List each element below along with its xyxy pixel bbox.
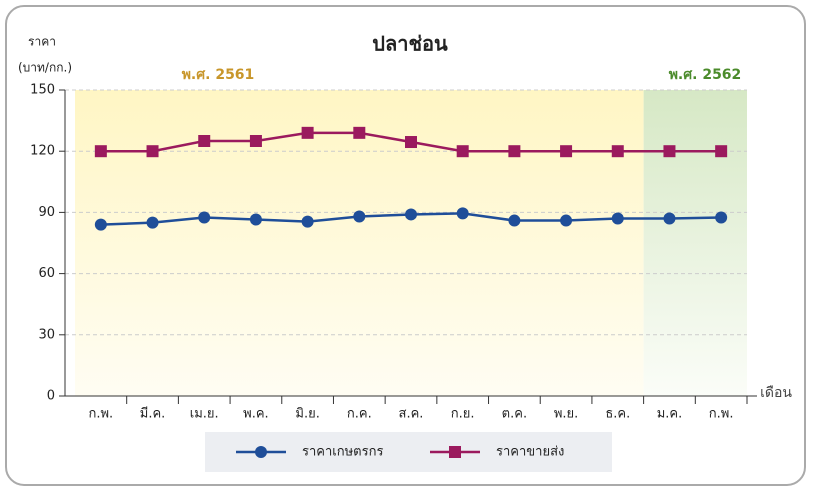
marker: [198, 135, 211, 147]
legend-label: ราคาเกษตรกร: [302, 445, 383, 460]
marker: [146, 145, 159, 158]
marker: [353, 210, 366, 223]
marker: [456, 207, 469, 220]
x-tick-label: ก.พ.: [88, 407, 113, 422]
marker: [198, 211, 211, 224]
marker: [405, 208, 417, 221]
y-tick-label: 0: [47, 389, 55, 404]
marker: [508, 214, 521, 227]
x-tick-label: พ.ย.: [554, 407, 578, 422]
marker: [508, 145, 521, 158]
marker: [456, 145, 469, 158]
marker: [301, 126, 314, 139]
y-axis-label: (บาท/กก.): [18, 61, 72, 75]
marker: [94, 218, 107, 231]
legend-marker: [449, 446, 461, 458]
y-axis-label: ราคา: [28, 35, 56, 49]
x-tick-label: ม.ค.: [657, 407, 683, 422]
y-tick-label: 150: [30, 83, 55, 98]
marker: [663, 145, 676, 158]
chart-title: ปลาช่อน: [372, 32, 448, 56]
x-tick-label: ต.ค.: [502, 407, 527, 422]
marker: [715, 211, 728, 224]
y-tick-label: 120: [30, 144, 55, 159]
x-tick-label: ส.ค.: [399, 407, 424, 422]
marker: [146, 216, 159, 229]
legend-marker: [255, 446, 267, 458]
marker: [663, 212, 676, 225]
marker: [405, 136, 417, 149]
x-tick-label: ก.ค.: [347, 407, 372, 422]
marker: [301, 215, 314, 228]
x-tick-label: พ.ค.: [243, 407, 269, 422]
marker: [353, 126, 366, 139]
marker: [560, 214, 573, 227]
marker: [715, 145, 728, 158]
year-label: พ.ศ. 2562: [669, 67, 742, 83]
y-tick-label: 30: [38, 327, 55, 342]
period-band: [643, 90, 747, 396]
y-tick-label: 90: [38, 205, 55, 220]
period-band: [75, 90, 644, 396]
marker: [611, 212, 624, 225]
x-tick-label: ก.พ.: [709, 407, 734, 422]
x-axis-label: เดือน: [760, 385, 792, 401]
x-tick-label: ก.ย.: [451, 407, 475, 422]
marker: [249, 135, 262, 147]
marker: [611, 145, 624, 158]
x-tick-label: ธ.ค.: [605, 407, 630, 422]
x-tick-label: มี.ค.: [140, 406, 166, 422]
marker: [249, 213, 262, 226]
marker: [560, 145, 573, 158]
year-label: พ.ศ. 2561: [182, 67, 255, 83]
y-tick-label: 60: [38, 266, 55, 281]
marker: [94, 145, 107, 158]
x-tick-label: มิ.ย.: [295, 407, 319, 422]
x-tick-label: เม.ย.: [190, 407, 219, 422]
legend-label: ราคาขายส่ง: [496, 445, 564, 460]
